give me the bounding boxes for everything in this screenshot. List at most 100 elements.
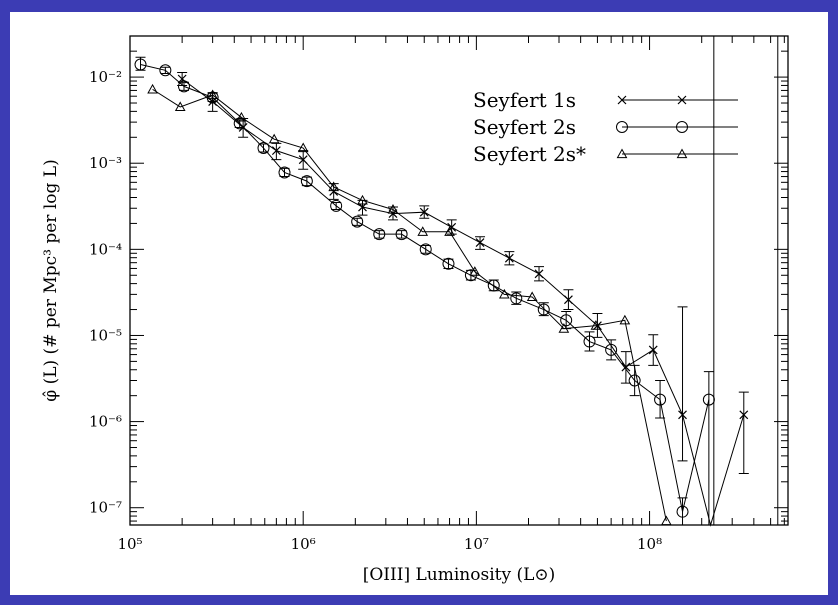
data-point bbox=[590, 320, 602, 330]
luminosity-function-chart: 10⁵ 10⁶ 10⁷ 10⁸ 10⁻² 10⁻³ 10⁻⁴ 10⁻⁵ 10⁻⁶ 10⁻⁷ Sey… bbox=[41, 35, 789, 585]
data-point bbox=[487, 279, 500, 292]
data-point bbox=[159, 64, 172, 77]
data-point bbox=[447, 222, 457, 232]
data-point bbox=[419, 207, 429, 217]
series-line bbox=[181, 78, 745, 527]
error-bar bbox=[443, 258, 454, 269]
vertical-lines bbox=[713, 36, 779, 525]
data-point bbox=[660, 515, 672, 526]
legend-marker bbox=[616, 148, 628, 159]
legend-label: Seyfert 2s* bbox=[473, 142, 586, 166]
chart-frame: 10⁵ 10⁶ 10⁷ 10⁸ 10⁻² 10⁻³ 10⁻⁴ 10⁻⁵ 10⁻⁶ 10⁻⁷ Sey… bbox=[10, 12, 828, 595]
data-point bbox=[373, 228, 386, 241]
data-point bbox=[605, 343, 618, 356]
data-point bbox=[207, 89, 218, 100]
data-point bbox=[271, 146, 281, 156]
data-point bbox=[560, 314, 573, 327]
data-point bbox=[300, 175, 313, 188]
legend-label: Seyfert 2s bbox=[473, 115, 576, 139]
plot-border bbox=[129, 35, 789, 526]
series-layer bbox=[134, 56, 749, 527]
y-tick-label: 10⁻⁷ bbox=[89, 499, 122, 517]
data-point bbox=[628, 374, 641, 387]
tick-labels: 10⁵ 10⁶ 10⁷ 10⁸ 10⁻² 10⁻³ 10⁻⁴ 10⁻⁵ 10⁻⁶ 10⁻⁷ bbox=[89, 68, 662, 553]
error-bar bbox=[677, 497, 688, 526]
data-point bbox=[504, 253, 514, 263]
data-point bbox=[510, 292, 523, 305]
error-bar bbox=[584, 331, 595, 352]
data-point bbox=[351, 215, 364, 228]
data-point bbox=[475, 238, 485, 247]
error-bar bbox=[160, 66, 171, 75]
error-bar bbox=[655, 380, 666, 419]
series-line bbox=[140, 64, 710, 512]
data-point bbox=[648, 345, 658, 355]
data-point bbox=[298, 155, 308, 165]
data-point bbox=[395, 228, 408, 241]
data-point bbox=[498, 288, 510, 299]
x-axis-title: [OIII] Luminosity (L⊙) bbox=[363, 565, 556, 585]
data-point bbox=[387, 203, 399, 214]
data-point bbox=[444, 226, 455, 236]
data-point bbox=[357, 194, 368, 205]
series-0 bbox=[177, 72, 749, 527]
error-bar bbox=[606, 339, 617, 361]
data-point bbox=[268, 133, 280, 144]
data-point bbox=[537, 303, 550, 316]
data-point bbox=[676, 505, 689, 518]
data-point bbox=[330, 199, 343, 212]
error-bar bbox=[677, 306, 688, 462]
data-point bbox=[177, 74, 187, 84]
error-bar bbox=[258, 143, 269, 153]
y-axis-title: φ̂ (L) (# per Mpc³ per log L) bbox=[41, 159, 61, 401]
data-point bbox=[678, 410, 687, 420]
legend-label: Seyfert 1s bbox=[473, 88, 576, 112]
axis-ticks bbox=[129, 35, 788, 525]
data-point bbox=[621, 362, 631, 372]
data-point bbox=[619, 314, 631, 325]
data-point bbox=[469, 266, 481, 276]
data-point bbox=[702, 393, 715, 406]
y-tick-label: 10⁻³ bbox=[89, 154, 122, 172]
data-point bbox=[236, 111, 247, 122]
y-tick-label: 10⁻² bbox=[89, 68, 122, 86]
legend-marker bbox=[676, 121, 688, 133]
x-tick-label: 10⁸ bbox=[637, 535, 662, 553]
data-point bbox=[147, 83, 158, 94]
data-point bbox=[257, 142, 270, 155]
data-point bbox=[583, 335, 596, 348]
data-point bbox=[739, 410, 749, 420]
data-point bbox=[417, 226, 429, 236]
x-tick-label: 10⁷ bbox=[464, 535, 489, 553]
legend-marker bbox=[617, 95, 627, 105]
series-1 bbox=[134, 56, 715, 526]
series-2 bbox=[147, 83, 672, 526]
data-point bbox=[442, 257, 455, 270]
data-point bbox=[278, 166, 291, 179]
data-point bbox=[177, 80, 190, 93]
error-bar bbox=[331, 201, 342, 211]
data-point bbox=[297, 142, 309, 153]
x-tick-label: 10⁶ bbox=[291, 535, 316, 553]
data-point bbox=[654, 393, 667, 406]
y-tick-label: 10⁻⁴ bbox=[89, 240, 122, 258]
data-point bbox=[329, 187, 339, 196]
data-point bbox=[534, 269, 544, 279]
data-point bbox=[526, 291, 538, 302]
data-point bbox=[174, 101, 186, 112]
data-point bbox=[419, 243, 432, 256]
plot-area bbox=[129, 35, 789, 526]
data-point bbox=[558, 323, 570, 333]
data-point bbox=[563, 295, 573, 305]
series-line bbox=[152, 88, 667, 522]
error-bar bbox=[279, 167, 290, 178]
legend: Seyfert 1s Seyfert 2s Seyfert 2s* bbox=[473, 88, 738, 166]
error-bar bbox=[703, 371, 714, 526]
data-point bbox=[134, 58, 147, 71]
legend-marker bbox=[616, 121, 628, 133]
legend-marker bbox=[677, 95, 687, 105]
x-tick-label: 10⁵ bbox=[117, 535, 142, 553]
y-tick-label: 10⁻⁵ bbox=[89, 326, 122, 344]
data-point bbox=[328, 181, 340, 192]
legend-marker bbox=[676, 148, 688, 159]
